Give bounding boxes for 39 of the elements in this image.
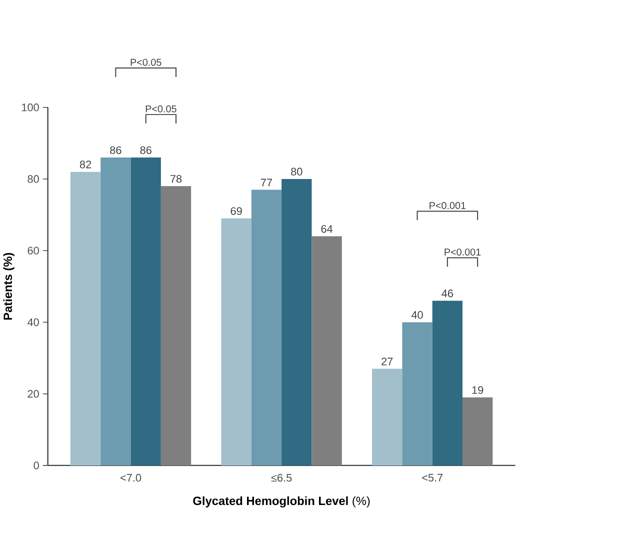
data-label: 64: [321, 225, 333, 233]
y-tick-label: 100: [22, 104, 39, 112]
data-label: 27: [382, 358, 393, 366]
bar: [221, 218, 252, 466]
bar: [312, 236, 342, 466]
x-tick-label: ≤6.5: [271, 474, 292, 482]
data-label: 78: [170, 174, 182, 183]
annotation: P<0.001: [444, 248, 481, 256]
data-label: 69: [230, 207, 242, 215]
bar: [100, 158, 131, 466]
bar: [130, 158, 161, 466]
data-label: 19: [472, 386, 484, 394]
x-tick-label: <5.7: [422, 474, 443, 482]
x-axis-title: Glycated Hemoglobin Level (%): [193, 496, 370, 508]
y-tick-label: 80: [28, 175, 39, 183]
bar: [372, 368, 402, 466]
data-label: 46: [442, 290, 454, 298]
y-tick-label: 0: [34, 462, 39, 470]
y-tick-label: 60: [28, 246, 39, 254]
text: P<0.05: [130, 58, 162, 66]
x-tick-label: <7.0: [120, 474, 142, 482]
data-label: 82: [80, 160, 92, 168]
y-tick-label: 40: [28, 318, 39, 326]
y-tick-label: 20: [28, 390, 39, 398]
annotation: P<0.05: [146, 105, 176, 112]
data-label: 40: [411, 311, 423, 319]
data-label: 77: [260, 178, 272, 186]
bar: [432, 300, 463, 466]
data-label: 86: [110, 146, 122, 154]
y-axis-title: Patients (%): [3, 253, 14, 320]
bar: [251, 190, 282, 466]
bar: [402, 322, 432, 466]
data-label: 86: [140, 146, 152, 154]
bar: [282, 179, 312, 466]
data-label: 80: [291, 168, 302, 176]
annotation: P<0.001: [430, 202, 466, 210]
bar: [462, 397, 493, 466]
bar: [70, 172, 101, 466]
bar: [160, 186, 192, 466]
